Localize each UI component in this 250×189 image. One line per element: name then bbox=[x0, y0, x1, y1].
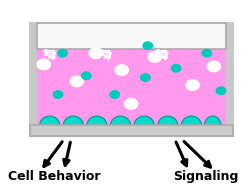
Circle shape bbox=[89, 48, 102, 58]
Circle shape bbox=[140, 74, 150, 81]
Ellipse shape bbox=[182, 116, 202, 135]
Text: Signaling: Signaling bbox=[173, 170, 238, 183]
Circle shape bbox=[148, 52, 162, 62]
Circle shape bbox=[37, 59, 50, 70]
Ellipse shape bbox=[204, 116, 221, 135]
Bar bbox=[37, 23, 226, 50]
Circle shape bbox=[53, 91, 63, 98]
Circle shape bbox=[82, 72, 91, 80]
Circle shape bbox=[58, 50, 68, 57]
Ellipse shape bbox=[110, 116, 130, 135]
Ellipse shape bbox=[63, 116, 83, 135]
Ellipse shape bbox=[87, 116, 107, 135]
Circle shape bbox=[124, 99, 138, 109]
Text: Cell Behavior: Cell Behavior bbox=[8, 170, 101, 183]
Circle shape bbox=[70, 76, 84, 87]
Circle shape bbox=[171, 64, 181, 72]
Bar bbox=[37, 50, 226, 125]
Circle shape bbox=[143, 42, 152, 50]
Ellipse shape bbox=[158, 116, 178, 135]
Circle shape bbox=[110, 91, 119, 98]
Circle shape bbox=[207, 61, 220, 72]
Bar bbox=[30, 125, 233, 136]
Bar bbox=[30, 23, 233, 136]
Circle shape bbox=[186, 80, 199, 90]
Circle shape bbox=[216, 87, 226, 94]
Circle shape bbox=[115, 65, 128, 75]
Ellipse shape bbox=[40, 116, 60, 135]
Ellipse shape bbox=[134, 116, 154, 135]
Circle shape bbox=[202, 50, 211, 57]
